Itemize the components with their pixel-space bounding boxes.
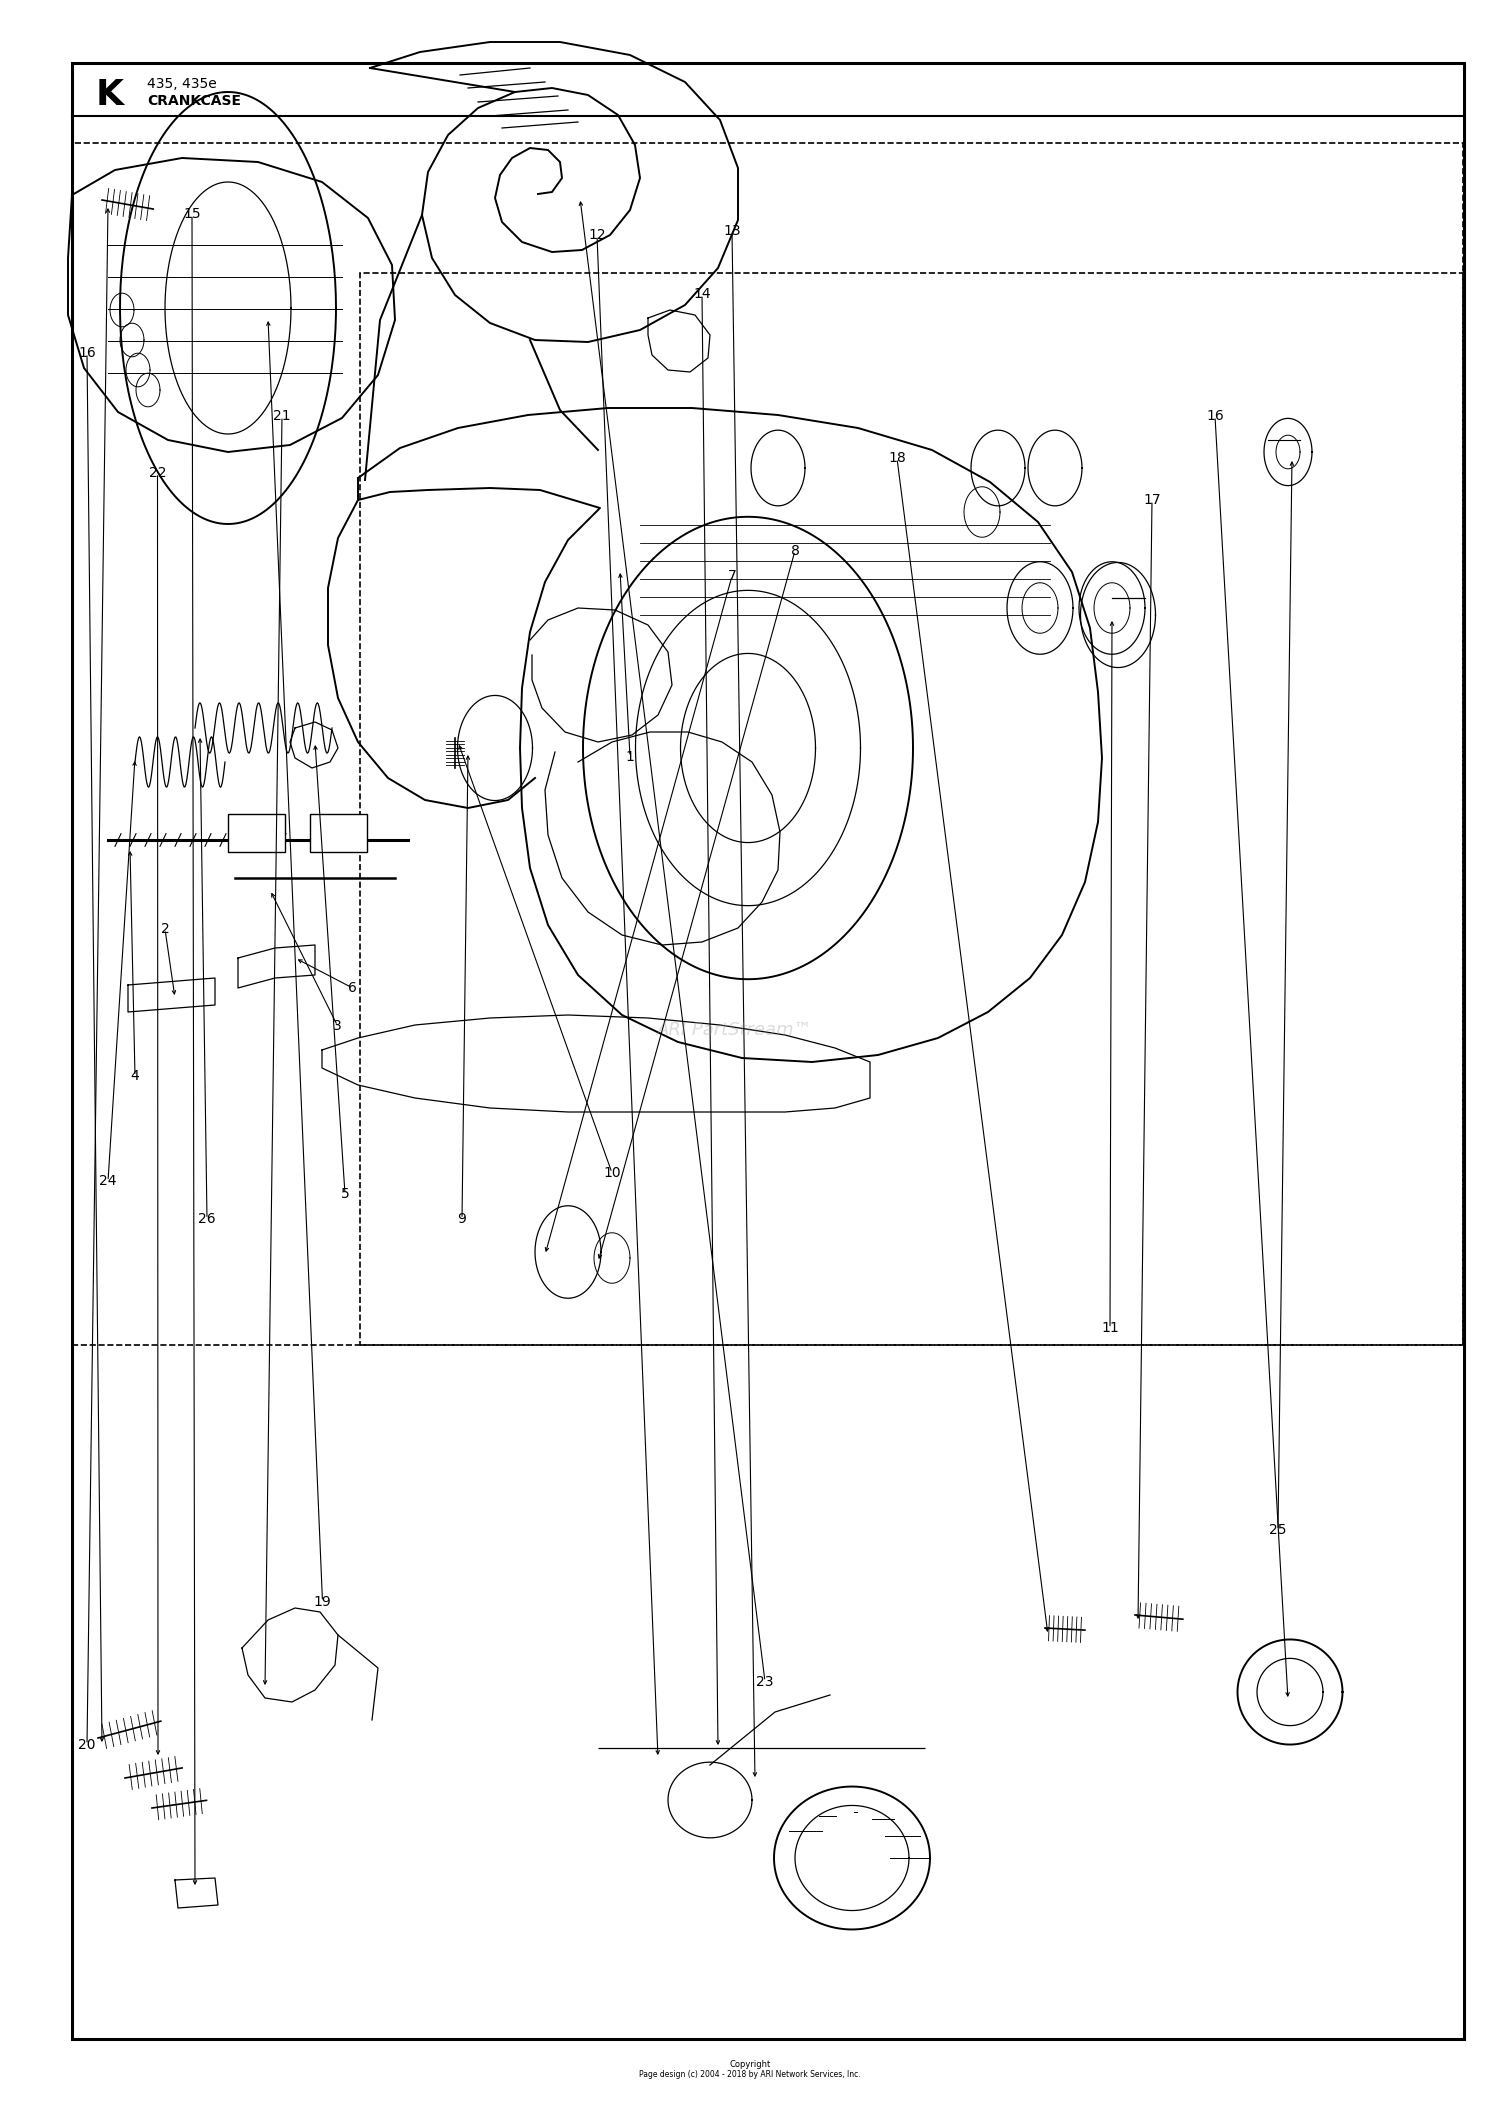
- Text: 13: 13: [723, 225, 741, 238]
- Text: 12: 12: [588, 229, 606, 242]
- Text: 9: 9: [458, 1213, 466, 1225]
- Text: 8: 8: [790, 544, 800, 557]
- Text: 435, 435e: 435, 435e: [147, 78, 216, 90]
- Bar: [228, 813, 285, 851]
- Bar: [360, 273, 1462, 1345]
- Text: 11: 11: [1101, 1322, 1119, 1335]
- Text: Copyright: Copyright: [729, 2060, 771, 2068]
- Bar: [72, 143, 1462, 1345]
- Text: 25: 25: [1269, 1524, 1287, 1537]
- Text: 4: 4: [130, 1070, 140, 1083]
- Text: 22: 22: [148, 467, 166, 479]
- Text: 14: 14: [693, 288, 711, 301]
- Text: 18: 18: [888, 452, 906, 465]
- Text: 17: 17: [1143, 494, 1161, 507]
- Text: 26: 26: [198, 1213, 216, 1225]
- Text: 16: 16: [1206, 410, 1224, 423]
- Text: 10: 10: [603, 1167, 621, 1179]
- Text: 3: 3: [333, 1019, 342, 1032]
- Text: 1: 1: [626, 750, 634, 763]
- Text: 5: 5: [340, 1188, 350, 1200]
- Text: 21: 21: [273, 410, 291, 423]
- Text: Page design (c) 2004 - 2018 by ARI Network Services, Inc.: Page design (c) 2004 - 2018 by ARI Netwo…: [639, 2070, 861, 2079]
- Text: 20: 20: [78, 1738, 96, 1751]
- Text: 19: 19: [314, 1595, 332, 1608]
- Text: CRANKCASE: CRANKCASE: [147, 95, 242, 107]
- Text: 7: 7: [728, 570, 736, 582]
- Text: 24: 24: [99, 1175, 117, 1188]
- Text: 23: 23: [756, 1675, 774, 1688]
- Text: ARI PartStream™: ARI PartStream™: [657, 1022, 813, 1038]
- Text: 16: 16: [78, 347, 96, 359]
- Text: 6: 6: [348, 982, 357, 994]
- Text: K: K: [96, 78, 123, 111]
- Text: 2: 2: [160, 923, 170, 935]
- Bar: [310, 813, 368, 851]
- Text: 15: 15: [183, 208, 201, 221]
